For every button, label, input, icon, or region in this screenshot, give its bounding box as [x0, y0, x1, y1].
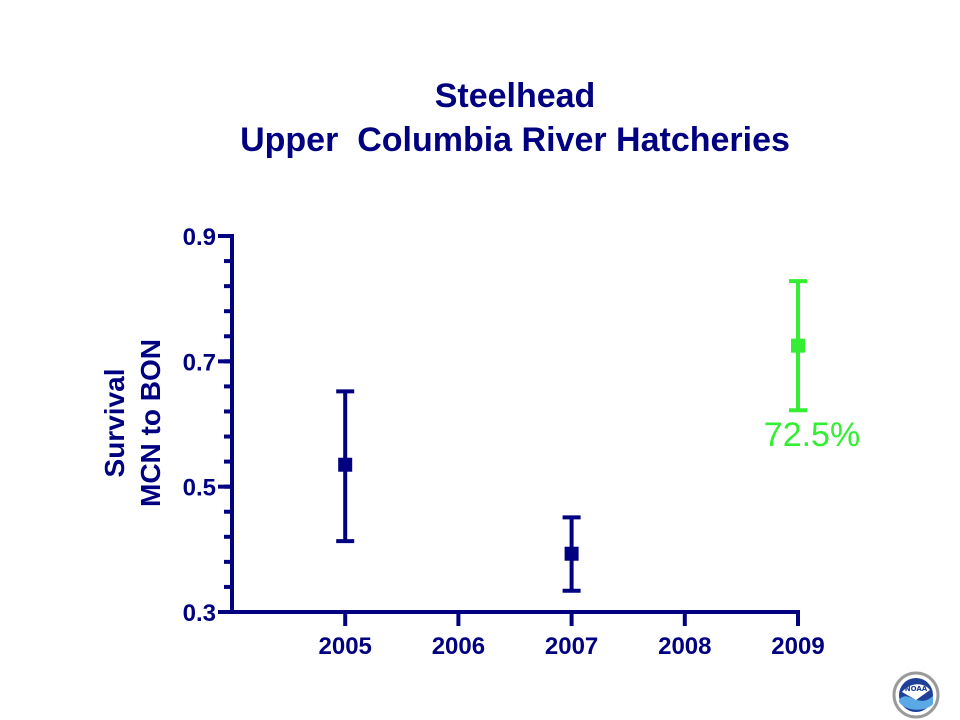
x-tick-label: 2009	[771, 633, 824, 660]
data-point-group	[336, 389, 355, 544]
y-axis-title-line-2: MCN to BON	[135, 339, 166, 507]
chart-title: Steelhead Upper Columbia River Hatcherie…	[0, 74, 960, 162]
y-tick-label: 0.9	[183, 224, 216, 251]
chart-title-line-1: Steelhead	[434, 77, 596, 115]
axis-labels: Survival MCN to BON 0.3 0.5 0.7 0.9 2005 2006…	[99, 224, 860, 660]
x-tick-label: 2006	[432, 633, 485, 660]
axes	[218, 234, 800, 626]
x-tick-label: 2005	[319, 633, 372, 660]
x-tick-label: 2008	[658, 633, 711, 660]
y-tick-label: 0.7	[183, 349, 216, 376]
chart-title-line-2: Upper Columbia River Hatcheries	[240, 121, 790, 159]
data-point-group	[789, 279, 807, 413]
y-tick-label: 0.3	[183, 600, 216, 627]
data-point-group	[562, 515, 581, 593]
noaa-logo-bird	[902, 684, 930, 700]
noaa-logo-wave	[899, 696, 933, 710]
y-tick-label: 0.5	[183, 475, 216, 502]
noaa-logo: NOAA	[892, 671, 940, 719]
x-tick-label: 2007	[545, 633, 598, 660]
y-axis-title-line-1: Survival	[99, 369, 130, 478]
data-marks	[336, 279, 807, 593]
data-point	[564, 546, 579, 561]
annotation-label: 72.5%	[764, 416, 860, 454]
data-point	[791, 338, 805, 353]
data-point	[338, 457, 353, 472]
noaa-logo-text: NOAA	[905, 685, 928, 693]
